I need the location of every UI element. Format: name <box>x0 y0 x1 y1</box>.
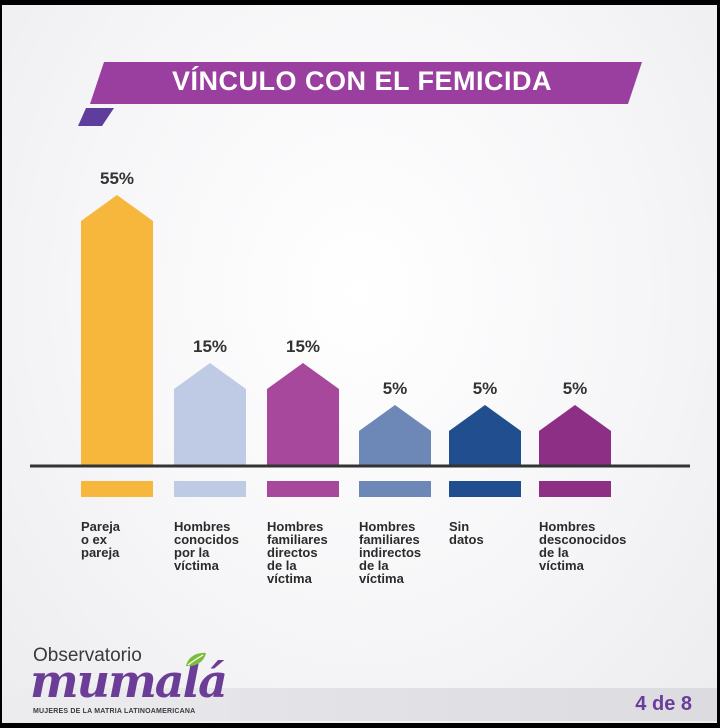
data-label-2: 15% <box>286 337 320 356</box>
category-label-0: Pareja o ex pareja <box>81 519 121 560</box>
category-label-2: Hombres familiares directos de la víctim… <box>267 519 328 586</box>
bar-base-swatch-2 <box>267 481 339 497</box>
page-indicator: 4 de 8 <box>635 693 692 715</box>
data-label-5: 5% <box>563 379 588 398</box>
data-label-1: 15% <box>193 337 227 356</box>
bar-base-swatch-5 <box>539 481 611 497</box>
bar-3 <box>359 405 431 466</box>
title-banner <box>78 62 642 126</box>
category-label-3: Hombres familiares indirectos de la víct… <box>359 519 422 586</box>
logo-observatorio: Observatorio <box>33 645 142 666</box>
chart-title: VÍNCULO CON EL FEMICIDA <box>171 65 552 96</box>
category-label-1: Hombres conocidos por la víctima <box>174 519 240 573</box>
leaf-icon <box>186 652 206 667</box>
data-label-3: 5% <box>383 379 408 398</box>
data-label-0: 55% <box>100 169 134 188</box>
bar-5 <box>539 405 611 466</box>
bar-base-swatch-4 <box>449 481 521 497</box>
data-label-4: 5% <box>473 379 498 398</box>
bar-0 <box>81 195 153 466</box>
bar-1 <box>174 363 246 466</box>
bar-4 <box>449 405 521 466</box>
bar-2 <box>267 363 339 466</box>
bar-base-swatch-0 <box>81 481 153 497</box>
category-label-5: Hombres desconocidos de la víctima <box>539 519 627 573</box>
bar-base-swatch-3 <box>359 481 431 497</box>
category-label-4: Sin datos <box>449 519 484 547</box>
bar-base-swatch-1 <box>174 481 246 497</box>
logo-subtitle: MUJERES DE LA MATRIA LATINOAMERICANA <box>33 708 196 715</box>
footer-bar <box>2 688 717 721</box>
